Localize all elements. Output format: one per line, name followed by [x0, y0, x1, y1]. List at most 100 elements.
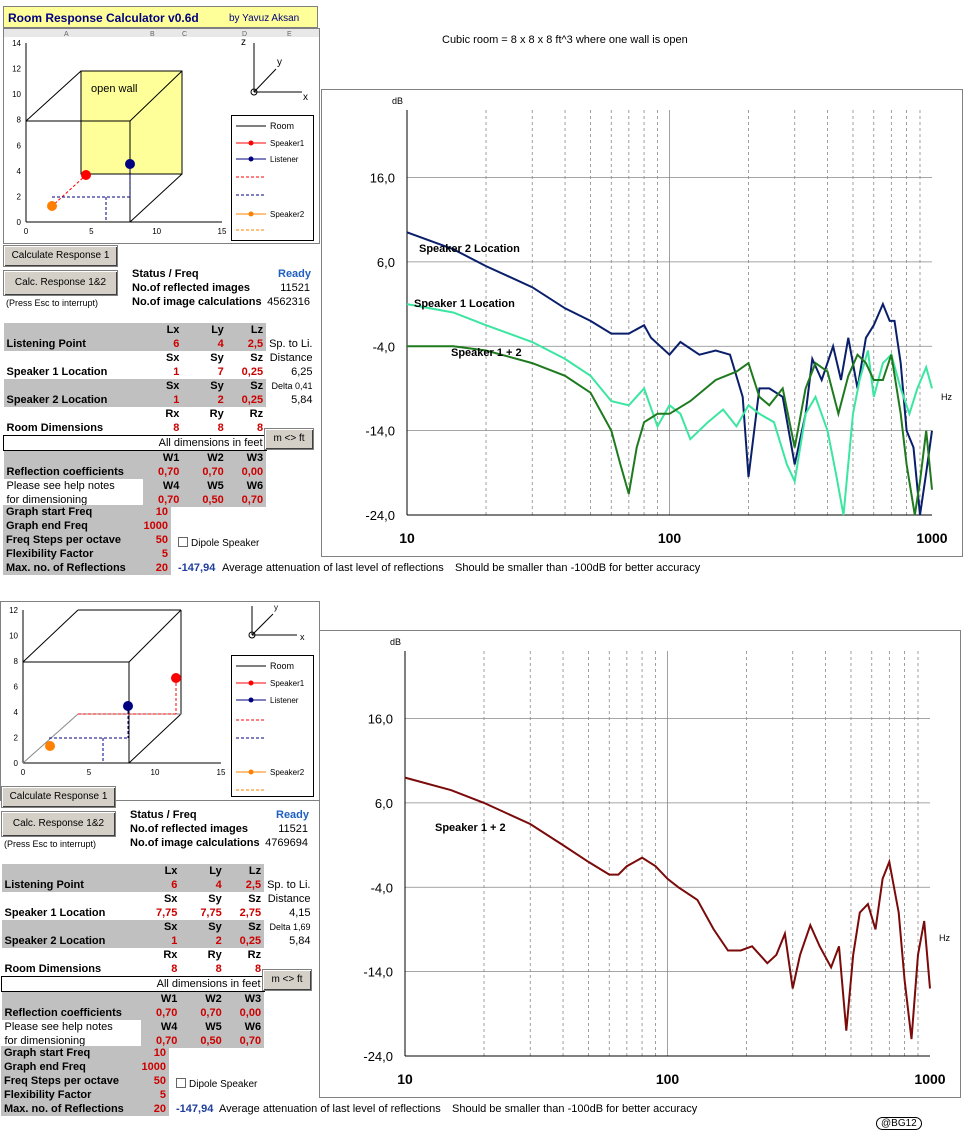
graph-settings-1: Graph start Freq 10 Graph end Freq 1000 Fr…: [3, 505, 171, 575]
calculate-response-1-button-2[interactable]: Calculate Response 1: [1, 786, 116, 808]
legend-listener: Listener: [270, 155, 299, 164]
x-tick-label: 100: [656, 1071, 680, 1087]
imagecalc-value-2: 4769694: [265, 837, 308, 849]
col-a: A: [64, 31, 69, 38]
esc-note-2: (Press Esc to interrupt): [4, 839, 97, 849]
room-y-tick-label: 4: [14, 708, 19, 717]
room-y-tick-label: 4: [17, 167, 22, 176]
room-y-tick-label: 6: [14, 683, 19, 692]
chart-2-svg: 16,0 6,0 -4,0 -14,0 -24,0 10 100 1000 dB Hz Speake…: [363, 637, 950, 1087]
s2z-value[interactable]: 0,25: [226, 393, 267, 407]
dipole-checkbox[interactable]: Dipole Speaker: [178, 537, 259, 549]
ly-value[interactable]: 4: [182, 337, 227, 351]
w6-value[interactable]: 0,70: [226, 493, 267, 507]
series-line: [406, 231, 933, 516]
w1-value[interactable]: 0,70: [143, 465, 183, 479]
listening-point-label: Listening Point: [3, 337, 144, 351]
graph-settings-2: Graph start Freq 10 Graph end Freq 1000 Fr…: [1, 1046, 169, 1116]
max-refl-value[interactable]: 20: [134, 561, 171, 575]
open-wall: [80, 70, 183, 175]
y-tick-label: -24,0: [365, 508, 395, 523]
imagecalc-label: No.of image calculations: [132, 296, 262, 308]
app-author: by Yavuz Aksan: [229, 13, 300, 24]
series-line: [406, 303, 933, 516]
s2x-value[interactable]: 1: [143, 393, 183, 407]
y-tick-label: -14,0: [363, 965, 393, 980]
y-tick-label: 6,0: [377, 255, 395, 270]
rz-value[interactable]: 8: [256, 422, 264, 434]
w4-value[interactable]: 0,70: [143, 493, 183, 507]
ry-value[interactable]: 8: [217, 422, 224, 434]
status-value-2: Ready: [276, 809, 310, 821]
room-diagram-2-svg: 12 10 8 6 4 2 0 0 5 10 15 y: [9, 603, 305, 777]
x-axis-label: Hz: [939, 933, 950, 943]
flex-value[interactable]: 5: [134, 547, 171, 561]
accuracy-note-2: Should be smaller than -100dB for better…: [452, 1103, 698, 1115]
room-y-tick-label: 8: [17, 116, 22, 125]
s1z-value[interactable]: 0,25: [241, 366, 264, 378]
speaker2-loc-label: Speaker 2 Location: [3, 393, 144, 407]
x-tick-label: 10: [399, 530, 415, 546]
response-chart-1: 16,0 6,0 -4,0 -14,0 -24,0 10 100 1000 dB Hz Speake…: [321, 89, 963, 557]
axis-gizmo: [248, 606, 297, 639]
calculate-response-1-button[interactable]: Calculate Response 1: [3, 245, 118, 267]
reflected-label-2: No.of reflected images: [130, 823, 248, 835]
distance1-value: 6,25: [291, 366, 313, 378]
s1x-value[interactable]: 1: [173, 366, 180, 378]
graph-start-value[interactable]: 10: [134, 505, 171, 519]
w2-value[interactable]: 0,70: [182, 465, 227, 479]
room-y-tick-label: 2: [14, 734, 19, 743]
rx-value[interactable]: 8: [173, 422, 180, 434]
status-label-2: Status / Freq: [130, 809, 197, 821]
room-x-tick-label: 0: [24, 227, 29, 236]
room-y-tick-label: 6: [17, 141, 22, 150]
status-label: Status / Freq: [132, 268, 199, 280]
y-axis-label: dB: [390, 637, 401, 647]
dipole-checkbox-2[interactable]: Dipole Speaker: [176, 1078, 257, 1090]
esc-note: (Press Esc to interrupt): [6, 298, 99, 308]
w3-value[interactable]: 0,00: [226, 465, 267, 479]
y-tick-label: 16,0: [370, 171, 395, 186]
w5-value[interactable]: 0,50: [182, 493, 227, 507]
col-b: B: [150, 31, 155, 38]
listener-point: [123, 701, 133, 711]
legend-speaker2: Speaker2: [270, 210, 305, 219]
s1y-value[interactable]: 7: [217, 366, 224, 378]
room-x-tick-label: 5: [89, 227, 94, 236]
unit-toggle-button[interactable]: m <> ft: [264, 428, 314, 450]
reflected-value-2: 11521: [278, 823, 308, 835]
room-y-tick-label: 12: [9, 606, 18, 615]
y-axis-label: dB: [392, 96, 403, 106]
series-label: Speaker 2 Location: [419, 243, 520, 255]
avg-att-value-2: -147,94: [176, 1103, 214, 1115]
legend-speaker1: Speaker1: [270, 139, 305, 148]
graph-end-value[interactable]: 1000: [134, 519, 171, 533]
open-wall-label: open wall: [91, 83, 137, 95]
lz-value[interactable]: 2,5: [226, 337, 267, 351]
calc-response-12-button-2[interactable]: Calc. Response 1&2: [1, 811, 116, 837]
s2y-value[interactable]: 2: [182, 393, 227, 407]
freq-steps-value[interactable]: 50: [134, 533, 171, 547]
col-d: D: [242, 31, 247, 38]
svg-text:Listener: Listener: [270, 696, 299, 705]
unit-toggle-button-2[interactable]: m <> ft: [262, 969, 312, 991]
params-table-1: Lx Ly Lz Listening Point 6 4 2,5 Sp. to Li. Sx…: [3, 323, 316, 507]
room-y-tick-label: 2: [17, 192, 22, 201]
lx-value[interactable]: 6: [143, 337, 183, 351]
response-chart-2: 16,0 6,0 -4,0 -14,0 -24,0 10 100 1000 dB Hz Speake…: [319, 630, 961, 1098]
axis-y-label: y: [277, 57, 282, 68]
room-diagram-svg: A B C D E 14 12 10 8 6 4 2 0 0 5 10 15 open wall: [4, 29, 319, 236]
room-x-tick-label: 10: [152, 227, 161, 236]
all-dims-note: All dimensions in feet: [3, 435, 267, 451]
calc-response-12-button[interactable]: Calc. Response 1&2: [3, 270, 118, 296]
room-y-tick-label: 14: [12, 39, 21, 48]
room1-legend: Room Speaker1 Listener Speaker2: [231, 115, 314, 241]
speaker2-point: [45, 741, 55, 751]
speaker2-point: [47, 201, 57, 211]
room-y-tick-label: 10: [9, 632, 18, 641]
col-c: C: [182, 31, 187, 38]
axis-y-label: y: [274, 603, 278, 612]
avg-att-text: Average attenuation of last level of ref…: [222, 562, 444, 574]
params-table-2: Lx Ly Lz Listening Point 6 4 2,5 Sp. to Li. Sx…: [1, 864, 314, 1048]
chart-1-svg: 16,0 6,0 -4,0 -14,0 -24,0 10 100 1000 dB Hz Speake…: [365, 96, 952, 546]
